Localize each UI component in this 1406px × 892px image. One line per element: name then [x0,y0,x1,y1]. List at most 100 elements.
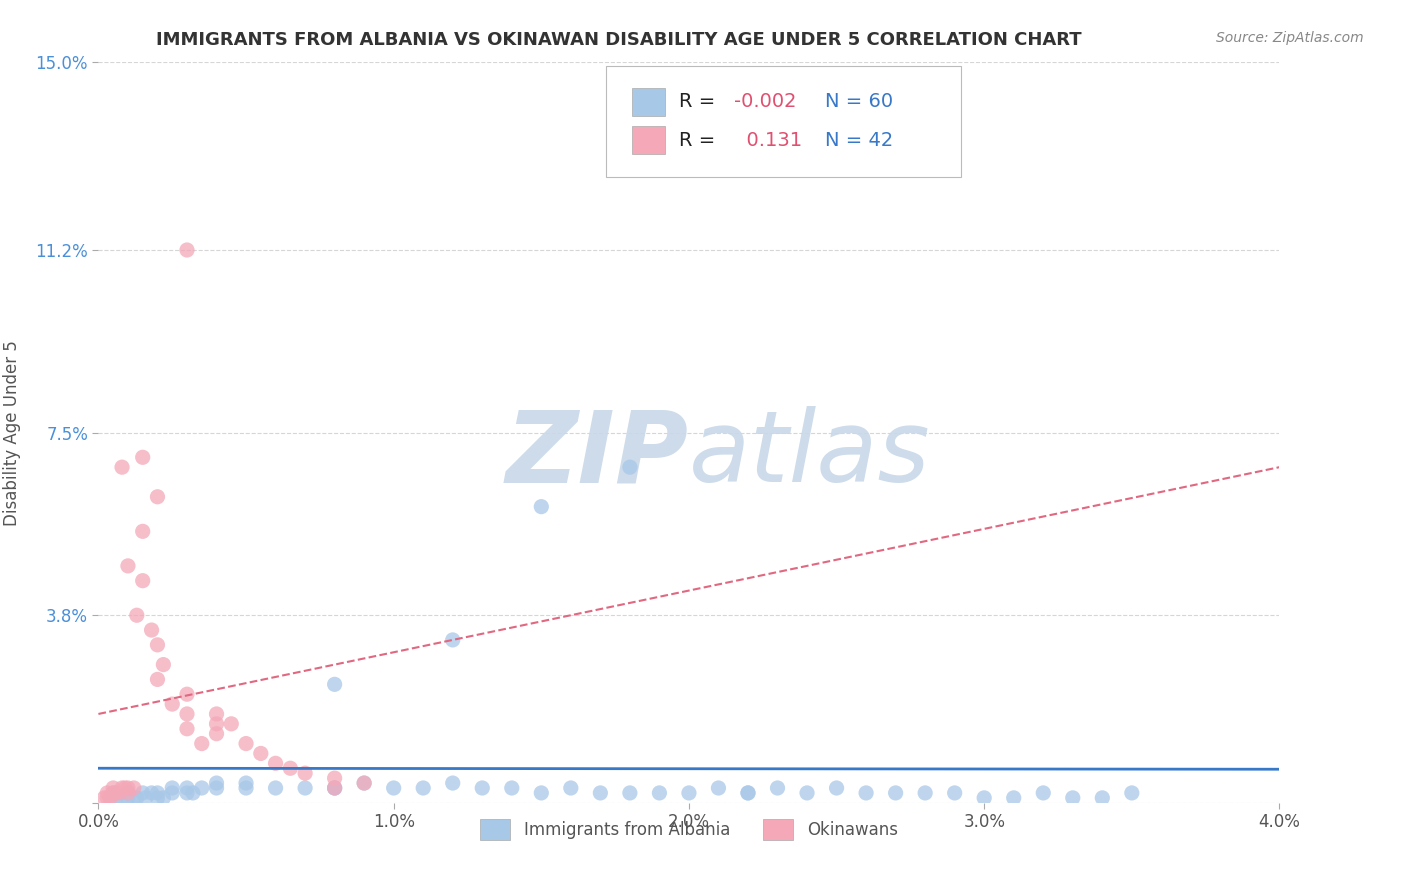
Point [280,761,302,775]
Point [96,786,118,800]
Point [117,786,139,800]
Point [176,706,198,721]
Point [162,697,183,711]
Point [205,716,228,731]
Point [323,780,346,795]
Point [737,786,759,800]
Point [707,780,730,795]
Point [353,776,375,790]
Point [264,780,287,795]
Point [132,524,155,539]
Point [1032,786,1054,800]
Point [176,780,198,795]
Point [162,780,183,795]
Point [766,780,789,795]
Point [323,780,346,795]
Point [264,756,287,771]
Point [132,574,155,588]
Point [648,786,671,800]
Point [250,747,273,761]
Point [353,776,375,790]
Point [737,786,759,800]
Point [105,786,128,800]
Point [1121,786,1143,800]
Legend: Immigrants from Albania, Okinawans: Immigrants from Albania, Okinawans [474,813,904,847]
Point [412,780,434,795]
Text: IMMIGRANTS FROM ALBANIA VS OKINAWAN DISABILITY AGE UNDER 5 CORRELATION CHART: IMMIGRANTS FROM ALBANIA VS OKINAWAN DISA… [156,31,1081,49]
Text: R =: R = [679,92,723,112]
Point [132,786,155,800]
Text: N = 60: N = 60 [825,92,893,112]
Point [111,780,134,795]
Point [111,790,134,805]
Point [132,450,155,465]
Point [176,687,198,701]
Point [103,786,125,800]
Point [122,790,145,805]
Point [1091,790,1114,805]
Point [117,780,139,795]
Point [181,786,204,800]
Point [221,716,243,731]
Point [796,786,818,800]
Point [176,722,198,736]
Point [141,623,163,637]
Point [125,790,148,805]
Point [619,786,641,800]
Point [191,737,214,751]
Point [619,460,641,475]
Point [141,786,163,800]
Point [176,243,198,257]
Point [678,786,700,800]
Point [93,790,115,805]
FancyBboxPatch shape [633,126,665,154]
Point [146,638,169,652]
Point [146,490,169,504]
Point [146,790,169,805]
Point [105,790,128,805]
Point [441,632,464,647]
Point [205,706,228,721]
Point [235,776,257,790]
Point [914,786,936,800]
Text: 0.131: 0.131 [734,130,801,150]
FancyBboxPatch shape [606,66,960,178]
Text: -0.002: -0.002 [734,92,796,112]
Point [205,776,228,790]
Point [560,780,582,795]
Point [530,500,553,514]
Point [235,780,257,795]
Point [111,460,134,475]
Point [162,786,183,800]
Point [973,790,995,805]
Point [1002,790,1025,805]
Point [117,790,139,805]
Point [441,776,464,790]
Point [205,727,228,741]
Point [176,786,198,800]
Point [125,608,148,623]
Point [323,771,346,785]
Text: Source: ZipAtlas.com: Source: ZipAtlas.com [1216,31,1364,45]
Point [943,786,966,800]
Point [152,790,174,805]
Point [382,780,405,795]
Point [122,780,145,795]
Point [589,786,612,800]
Point [117,558,139,573]
Point [294,766,316,780]
Point [98,790,121,805]
Point [1062,790,1084,805]
Point [530,786,553,800]
Point [152,657,174,672]
Point [235,737,257,751]
Point [103,786,125,800]
Text: N = 42: N = 42 [825,130,893,150]
Point [103,780,125,795]
Text: atlas: atlas [689,407,931,503]
Point [323,677,346,691]
Point [146,673,169,687]
Point [98,790,121,805]
Point [146,786,169,800]
Point [501,780,523,795]
